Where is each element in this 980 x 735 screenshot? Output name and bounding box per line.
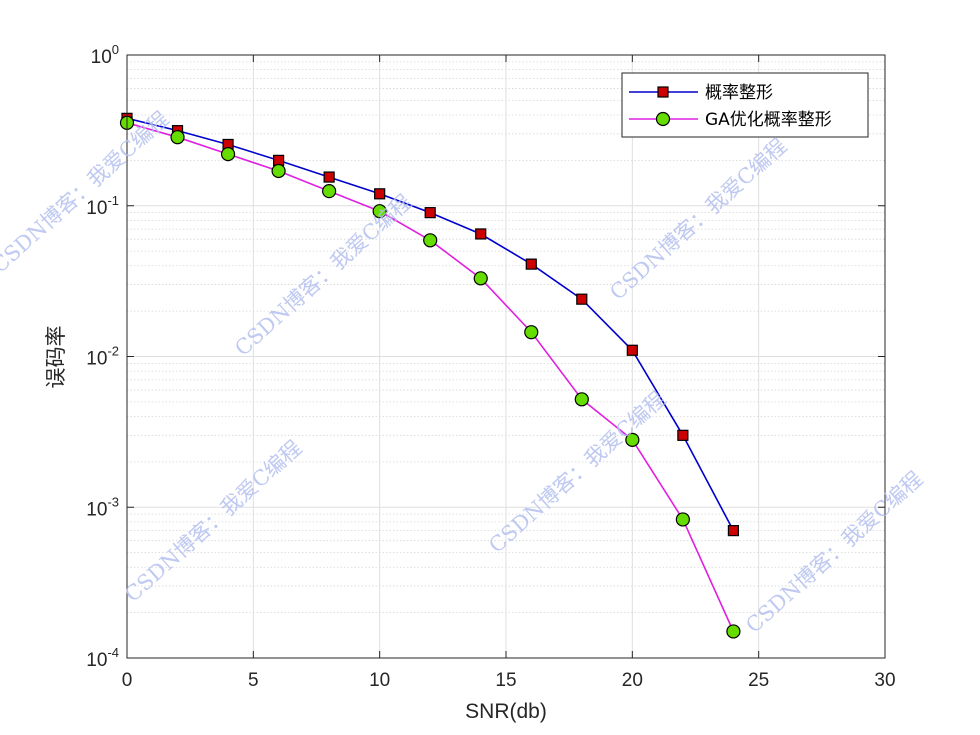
series-1-point <box>374 188 386 200</box>
series-2-point <box>524 325 539 340</box>
series-1-point <box>626 344 638 356</box>
series-1-point <box>727 525 740 537</box>
x-axis-label: SNR(db) <box>465 700 547 723</box>
series-2-point <box>423 233 438 248</box>
legend-label: GA优化概率整形 <box>705 110 832 130</box>
series-layer <box>119 112 741 639</box>
legend-box <box>621 72 869 138</box>
series-1-point <box>323 171 335 183</box>
x-tick-label: 30 <box>874 670 895 691</box>
y-tick-label: 10-2 <box>86 344 119 370</box>
series-2-point <box>170 130 185 145</box>
x-tick-label: 10 <box>369 670 390 691</box>
x-tick-label: 20 <box>622 670 643 691</box>
series-1-point <box>525 258 537 270</box>
y-tick-label: 10-4 <box>86 645 119 671</box>
series-1-point <box>576 293 588 305</box>
y-tick-label: 100 <box>91 42 119 68</box>
series-2-point <box>271 163 286 179</box>
ticks: 0 5 10 15 20 25 30 100 10-1 10-2 10-3 10-4 <box>86 42 895 691</box>
series-1-point <box>273 154 285 166</box>
series-2-point <box>473 271 488 286</box>
series-1-point <box>475 228 487 240</box>
legend-label: 概率整形 <box>705 83 773 103</box>
series-2 <box>119 115 741 639</box>
x-tick-label: 0 <box>122 670 133 691</box>
y-axis-label: 误码率 <box>45 326 68 389</box>
series-1-point <box>424 207 436 219</box>
y-tick-label: 10-1 <box>86 193 119 219</box>
series-2-point <box>726 624 741 639</box>
series-2-point <box>372 204 387 219</box>
x-tick-label: 15 <box>495 670 516 691</box>
x-tick-label: 5 <box>248 670 259 691</box>
x-tick-label: 25 <box>748 670 769 691</box>
series-2-point <box>675 512 690 527</box>
series-2-point <box>220 147 236 162</box>
series-2-point <box>322 184 337 199</box>
series-1-point <box>677 429 689 441</box>
y-tick-label: 10-3 <box>86 494 119 520</box>
legend: 概率整形 GA优化概率整形 <box>621 72 869 138</box>
legend-marker <box>655 111 671 127</box>
series-2-point <box>574 392 589 407</box>
legend-marker <box>657 86 669 98</box>
series-2-point <box>625 432 640 447</box>
